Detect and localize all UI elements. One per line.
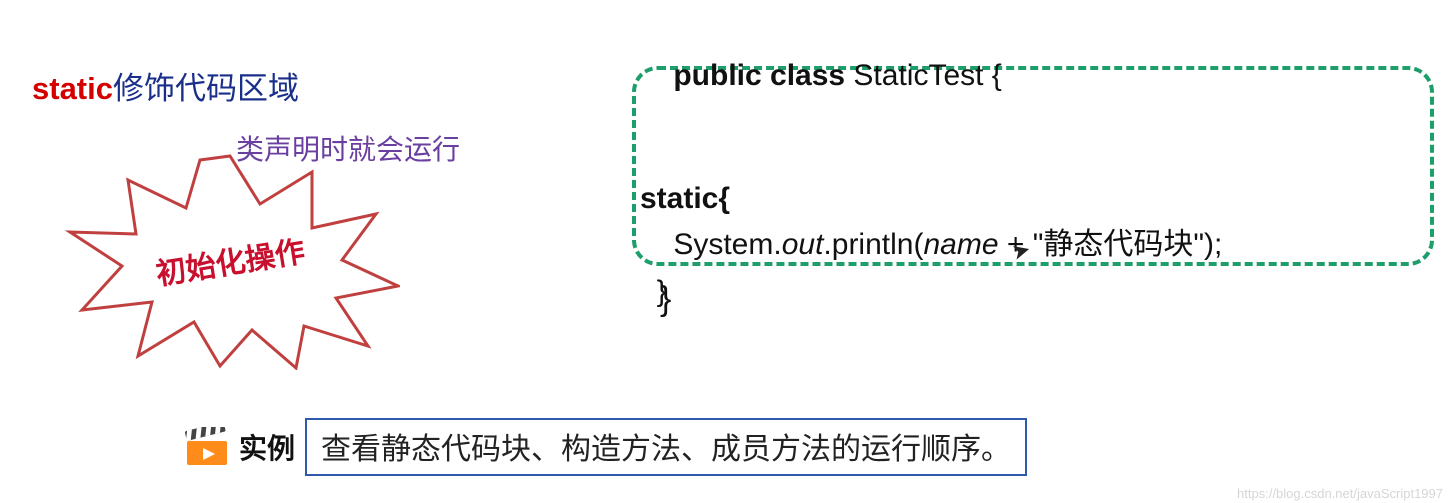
code-seg: System. [640, 228, 782, 261]
code-seg: .println( [823, 228, 923, 261]
class-name: StaticTest { [853, 59, 1001, 92]
clapperboard-icon [185, 427, 229, 467]
code-line-1: public class StaticTest { [640, 6, 1222, 146]
keyword-static: static [32, 71, 113, 106]
watermark: https://blog.csdn.net/javaScript1997 [1237, 486, 1443, 501]
section-title: static修饰代码区域 [32, 63, 299, 108]
code-close-brace: } [660, 280, 671, 319]
code-line-2: static{ [640, 176, 1222, 223]
example-label: 实例 [239, 427, 295, 467]
example-description: 查看静态代码块、构造方法、成员方法的运行顺序。 [305, 418, 1027, 476]
title-rest: 修饰代码区域 [113, 71, 299, 106]
code-block: public class StaticTest { static{ System… [640, 6, 1222, 315]
starburst: 初始化操作 [60, 150, 400, 370]
code-out: out [782, 228, 824, 261]
example-row: 实例 查看静态代码块、构造方法、成员方法的运行顺序。 [185, 418, 1027, 476]
code-line-3: System.out.println(name + "静态代码块"); [640, 222, 1222, 269]
code-name: name [923, 228, 998, 261]
code-line-4: } [640, 269, 1222, 316]
keyword-public-class: public class [673, 59, 853, 92]
